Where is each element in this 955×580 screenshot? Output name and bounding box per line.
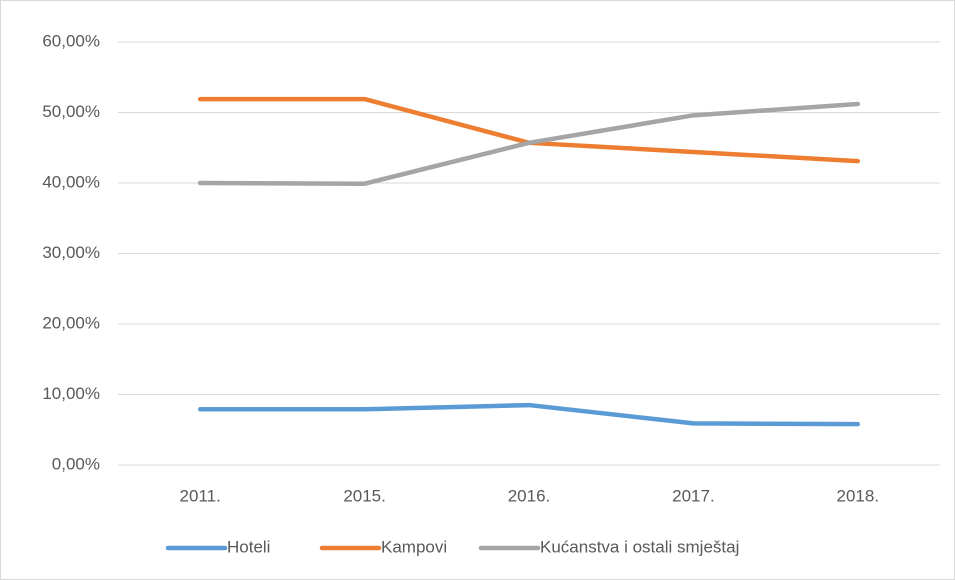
x-tick-label: 2015. [343, 486, 386, 505]
series-line [197, 101, 861, 186]
y-tick-label: 40,00% [42, 172, 100, 191]
legend-label: Kampovi [381, 537, 447, 556]
y-tick-label: 60,00% [42, 31, 100, 50]
y-tick-label: 50,00% [42, 102, 100, 121]
y-tick-label: 30,00% [42, 243, 100, 262]
x-tick-label: 2017. [672, 486, 715, 505]
x-tick-label: 2016. [508, 486, 551, 505]
legend-label: Hoteli [227, 537, 270, 556]
x-tick-label: 2011. [180, 486, 221, 505]
series-line [197, 402, 861, 427]
y-tick-label: 0,00% [52, 454, 100, 473]
legend-label: Kućanstva i ostali smještaj [540, 537, 739, 556]
x-tick-label: 2018. [837, 486, 880, 505]
y-tick-label: 10,00% [42, 384, 100, 403]
y-tick-label: 20,00% [42, 313, 100, 332]
